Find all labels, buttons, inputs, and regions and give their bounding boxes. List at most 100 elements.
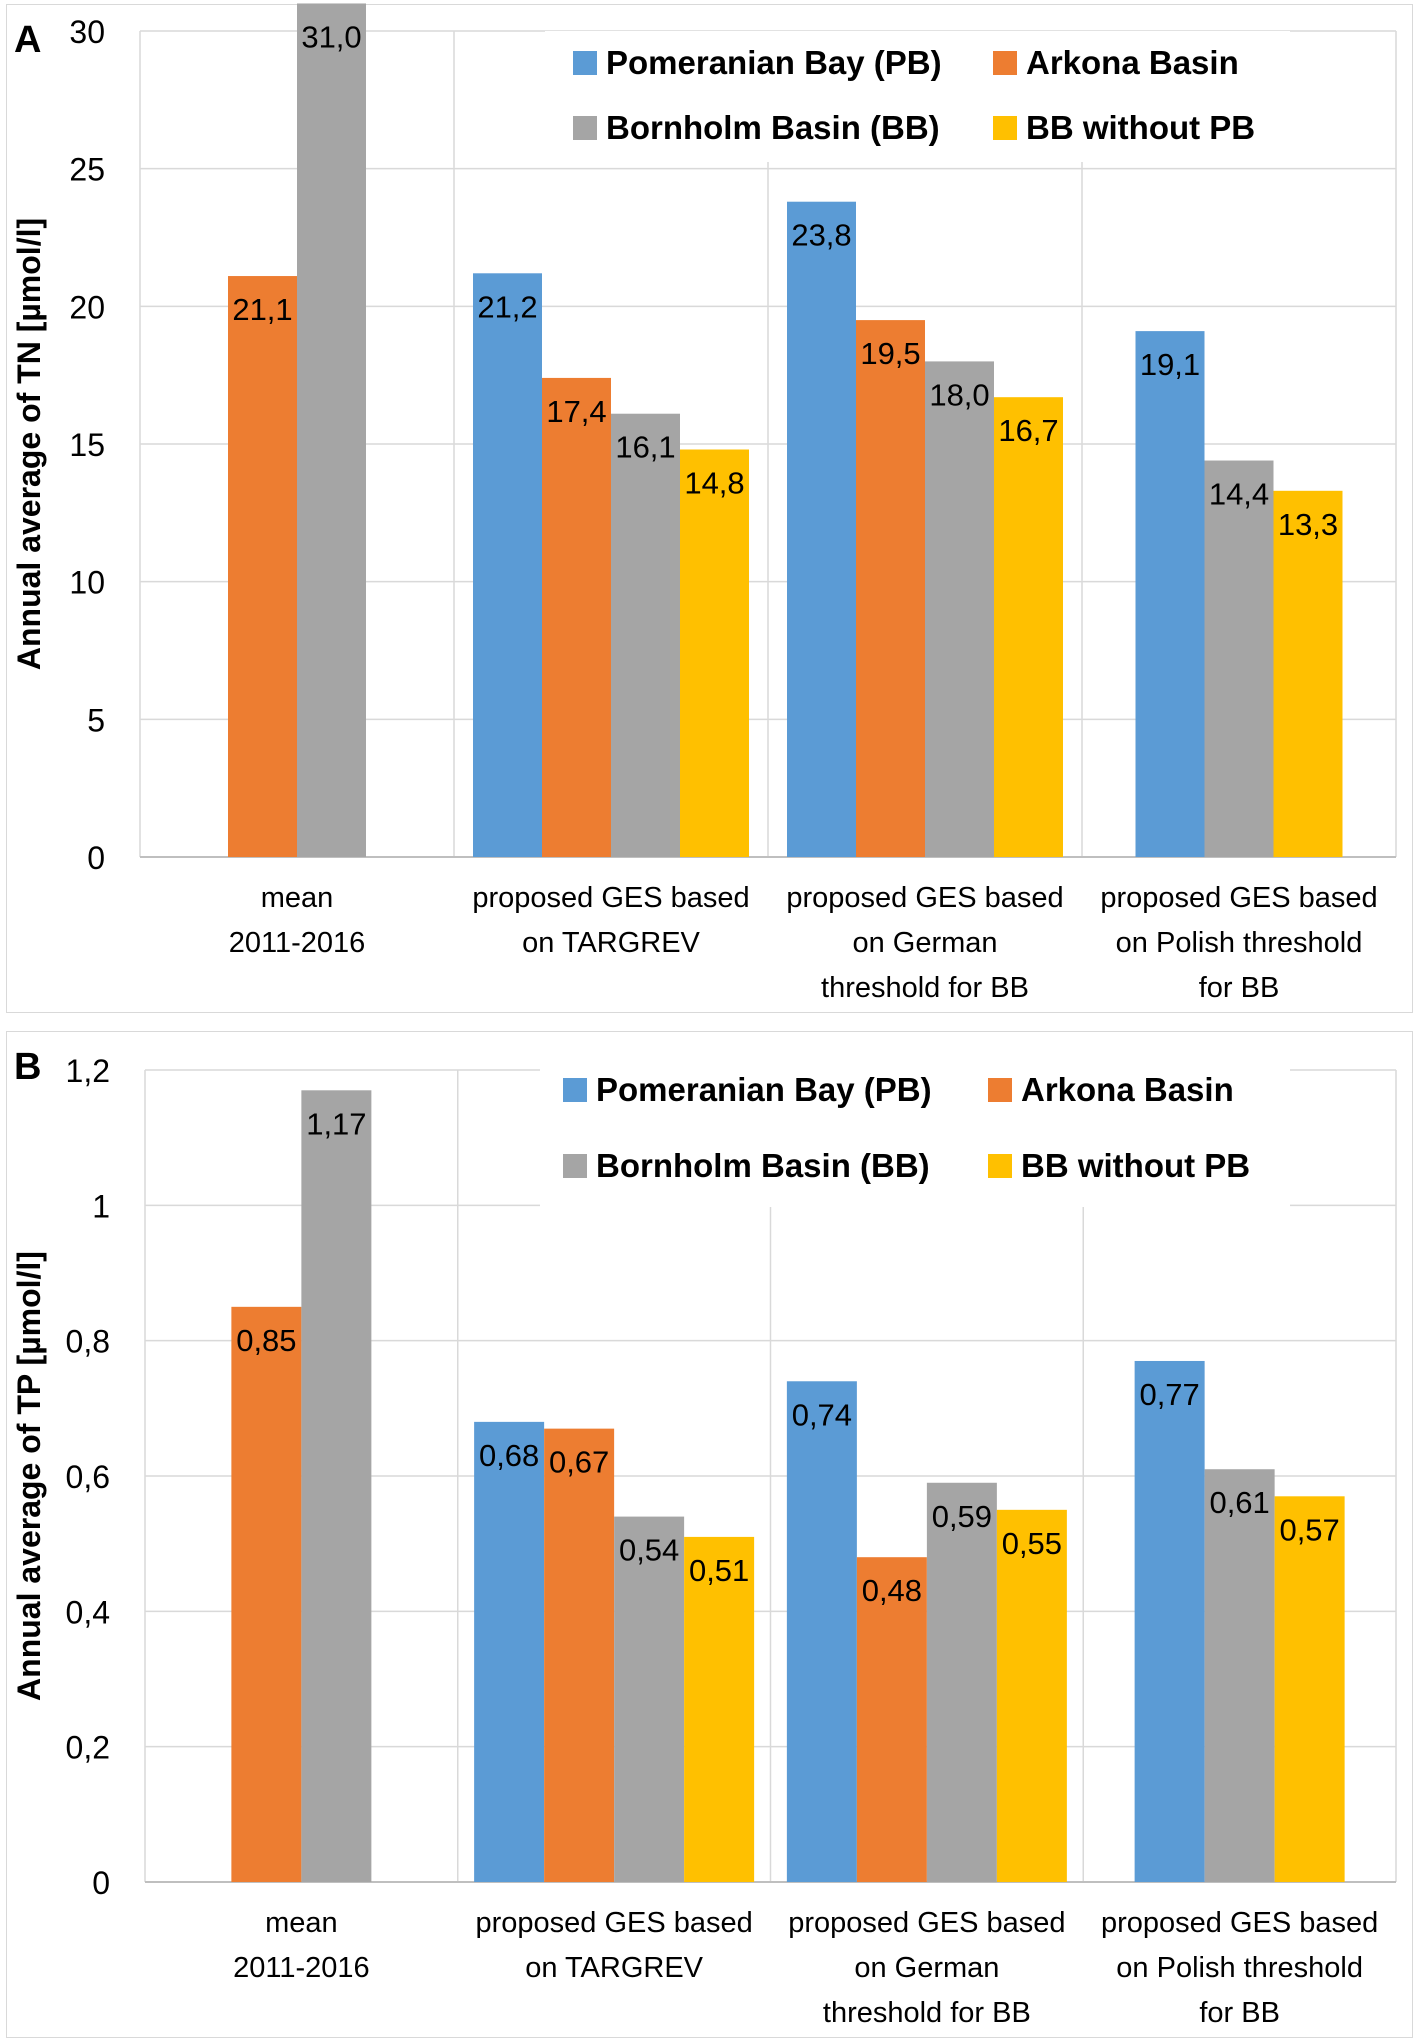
legend-swatch	[563, 1078, 587, 1102]
data-label: 0,55	[1002, 1526, 1062, 1561]
bar-arkona-basin	[544, 1429, 614, 1882]
x-category-label: 2011-2016	[233, 1952, 370, 1984]
bar-pomeranian-bay-pb	[1135, 1361, 1205, 1882]
bar-bornholm-basin-bb	[614, 1517, 684, 1882]
bar-bornholm-basin-bb	[927, 1483, 997, 1882]
legend-label: Pomeranian Bay (PB)	[596, 1071, 932, 1108]
y-tick-label: 15	[69, 427, 105, 463]
bar-bb-without-pb	[997, 1510, 1067, 1882]
y-tick-label: 0,6	[66, 1459, 110, 1495]
data-label: 21,2	[477, 289, 537, 324]
data-label: 14,4	[1209, 477, 1269, 512]
bar-pomeranian-bay-pb	[787, 202, 856, 857]
legend-swatch	[988, 1078, 1012, 1102]
x-category-label: on Polish threshold	[1116, 927, 1363, 959]
bar-bornholm-basin-bb	[297, 3, 366, 857]
x-category-label: on TARGREV	[522, 927, 700, 959]
x-category-label: mean	[265, 1907, 338, 1939]
y-tick-label: 0	[87, 840, 105, 876]
x-category-label: on German	[852, 927, 997, 959]
data-label: 0,61	[1209, 1485, 1269, 1520]
legend-label: Bornholm Basin (BB)	[596, 1147, 930, 1184]
bar-pomeranian-bay-pb	[1136, 331, 1205, 857]
panel-letter: A	[14, 19, 41, 61]
legend-label: Bornholm Basin (BB)	[606, 109, 940, 146]
y-tick-label: 0,4	[66, 1594, 110, 1630]
bar-bornholm-basin-bb	[925, 361, 994, 857]
x-category-label: for BB	[1199, 1997, 1280, 2029]
data-label: 18,0	[929, 377, 989, 412]
data-label: 0,77	[1139, 1377, 1199, 1412]
x-category-label: proposed GES based	[786, 882, 1063, 914]
data-label: 0,67	[549, 1445, 609, 1480]
y-tick-label: 1	[92, 1188, 110, 1224]
x-category-label: for BB	[1199, 972, 1280, 1004]
y-tick-label: 25	[69, 152, 105, 188]
x-category-label: threshold for BB	[821, 972, 1029, 1004]
x-category-label: on German	[854, 1952, 999, 1984]
legend-label: Pomeranian Bay (PB)	[606, 44, 942, 81]
legend-swatch	[988, 1154, 1012, 1178]
bar-arkona-basin	[856, 320, 925, 857]
data-label: 1,17	[306, 1106, 366, 1141]
data-label: 13,3	[1278, 507, 1338, 542]
bar-arkona-basin	[231, 1307, 301, 1882]
data-label: 17,4	[546, 394, 606, 429]
legend-label: BB without PB	[1026, 109, 1255, 146]
data-label: 0,57	[1279, 1512, 1339, 1547]
legend-swatch	[993, 116, 1017, 140]
bar-bb-without-pb	[1275, 1496, 1345, 1882]
bar-bornholm-basin-bb	[1205, 461, 1274, 857]
x-category-label: threshold for BB	[823, 1997, 1031, 2029]
bar-bb-without-pb	[680, 450, 749, 857]
bar-pomeranian-bay-pb	[473, 273, 542, 857]
panel-letter: B	[14, 1046, 41, 1088]
data-label: 0,85	[236, 1323, 296, 1358]
x-category-label: proposed GES based	[475, 1907, 752, 1939]
y-tick-label: 1,2	[66, 1053, 110, 1089]
chart-a-svg: 0 5 10 15 20 25 30 21,1 31,0 mean 2011-2016 21,2 17,…	[0, 0, 1417, 1017]
y-tick-label: 0,2	[66, 1730, 110, 1766]
bar-bb-without-pb	[1274, 491, 1343, 857]
chart-b-svg: 0 0,2 0,4 0,6 0,8 1 1,2 0,85 1,17 mean 2011-2016 0,…	[0, 1027, 1417, 2042]
x-category-label: proposed GES based	[1100, 882, 1377, 914]
x-category-label: proposed GES based	[1101, 1907, 1378, 1939]
bar-arkona-basin	[228, 276, 297, 857]
data-label: 16,1	[615, 430, 675, 465]
bar-bornholm-basin-bb	[1205, 1469, 1275, 1882]
chart-panel-b: 0 0,2 0,4 0,6 0,8 1 1,2 0,85 1,17 mean 2011-2016 0,…	[0, 1027, 1417, 2042]
x-category-label: proposed GES based	[788, 1907, 1065, 1939]
data-label: 14,8	[684, 466, 744, 501]
data-label: 19,1	[1140, 347, 1200, 382]
bar-pomeranian-bay-pb	[474, 1422, 544, 1882]
legend-swatch	[563, 1154, 587, 1178]
data-label: 21,1	[232, 292, 292, 327]
data-label: 19,5	[860, 336, 920, 371]
x-category-label: proposed GES based	[472, 882, 749, 914]
data-label: 23,8	[791, 218, 851, 253]
legend-swatch	[993, 51, 1017, 75]
y-tick-label: 20	[69, 289, 105, 325]
y-axis-title: Annual average of TN [µmol/l]	[11, 218, 47, 670]
y-tick-label: 0,8	[66, 1324, 110, 1360]
y-tick-label: 30	[69, 14, 105, 50]
y-axis-title: Annual average of TP [µmol/l]	[11, 1251, 47, 1701]
bar-arkona-basin	[542, 378, 611, 857]
y-tick-label: 5	[87, 702, 105, 738]
data-label: 0,48	[862, 1573, 922, 1608]
bar-bornholm-basin-bb	[611, 414, 680, 857]
bar-bb-without-pb	[684, 1537, 754, 1882]
chart-panel-a: 0 5 10 15 20 25 30 21,1 31,0 mean 2011-2016 21,2 17,…	[0, 0, 1417, 1017]
x-category-label: on Polish threshold	[1116, 1952, 1363, 1984]
bar-bornholm-basin-bb	[301, 1090, 371, 1882]
x-category-label: on TARGREV	[525, 1952, 703, 1984]
x-category-label: 2011-2016	[229, 927, 366, 959]
bar-bb-without-pb	[994, 397, 1063, 857]
legend-label: Arkona Basin	[1021, 1071, 1234, 1108]
legend-label: BB without PB	[1021, 1147, 1250, 1184]
data-label: 16,7	[998, 413, 1058, 448]
data-label: 0,59	[932, 1499, 992, 1534]
data-label: 0,51	[689, 1553, 749, 1588]
data-label: 31,0	[301, 19, 361, 54]
data-label: 0,54	[619, 1533, 679, 1568]
